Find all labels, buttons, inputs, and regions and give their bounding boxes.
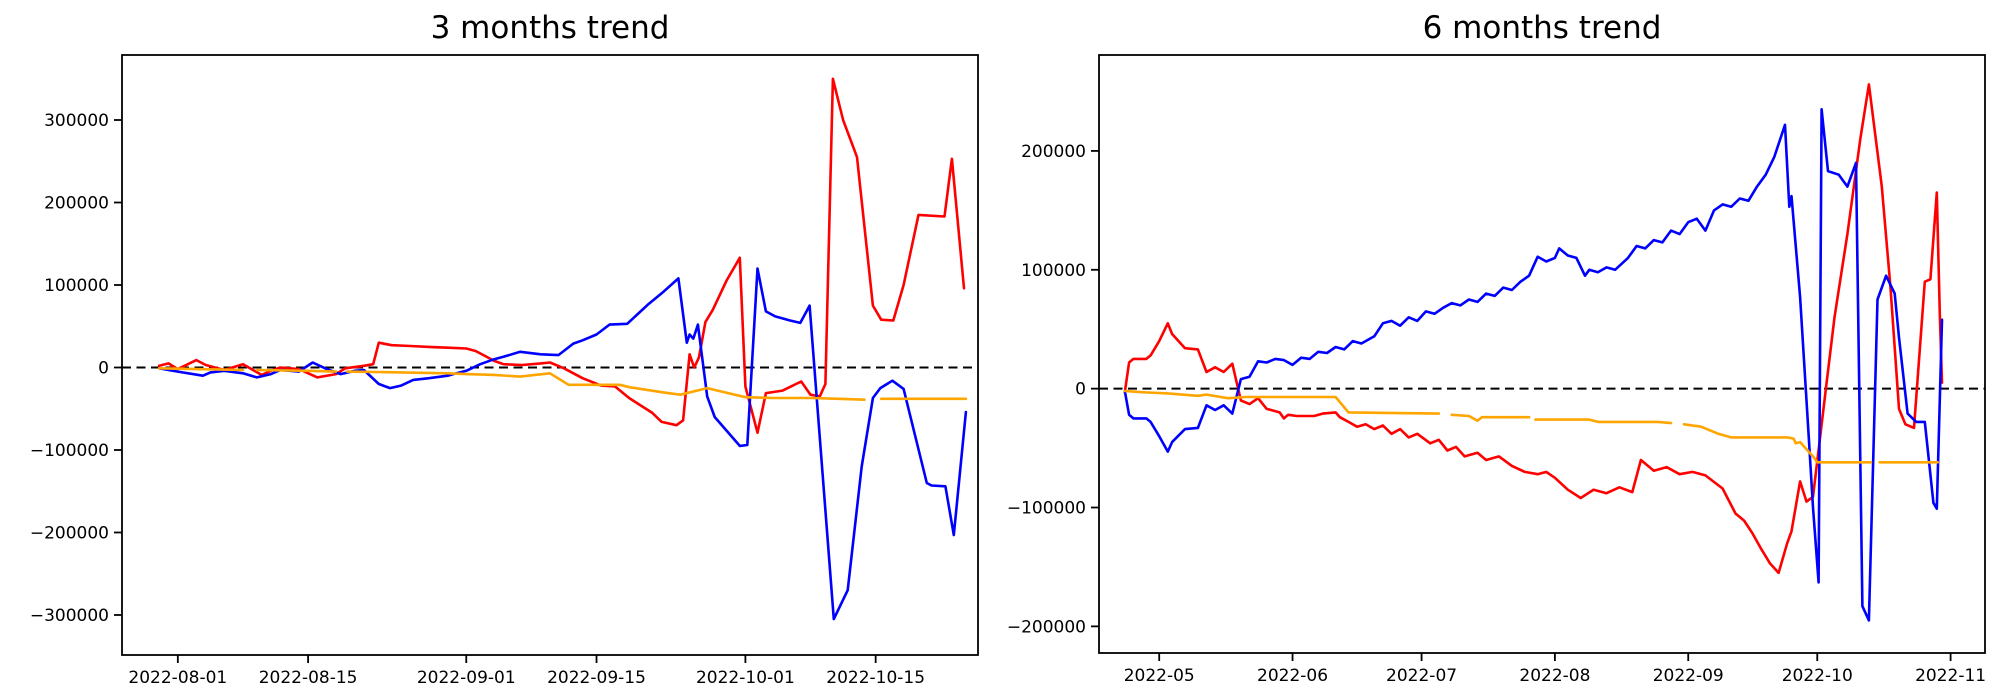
chart-6-months: 2022-05 2022-06 2022-07 2022-08 2022-09 2022-…	[1007, 10, 1986, 686]
y-tick-label: 100000	[1021, 261, 1086, 281]
y-tick-label: −300000	[30, 606, 109, 626]
x-tick-label: 2022-08	[1519, 666, 1590, 686]
y-tick-label: 200000	[44, 194, 109, 214]
plot-border	[1098, 54, 1986, 654]
x-tick-label: 2022-10-15	[826, 668, 925, 688]
x-tick-label: 2022-05	[1124, 666, 1195, 686]
series-line-blue-series	[1123, 108, 1944, 622]
series-line-orange-series	[1123, 389, 1441, 415]
series-line-orange-series	[1682, 422, 1873, 464]
x-tick-label: 2022-06	[1257, 666, 1328, 686]
x-tick-label: 2022-08-01	[128, 668, 227, 688]
chart-3-months: 2022-08-01 2022-08-15 2022-09-01 2022-09-15…	[30, 10, 979, 688]
y-tick-label: −200000	[1007, 617, 1086, 637]
y-tick-label: −100000	[30, 441, 109, 461]
x-tick-label: 2022-10	[1782, 666, 1853, 686]
x-tick-label: 2022-09	[1653, 666, 1724, 686]
series-line-orange-series	[345, 370, 866, 402]
series-line-orange-series	[255, 368, 338, 373]
y-tick-label: 0	[98, 358, 109, 378]
y-tick-label: 100000	[44, 276, 109, 296]
y-tick-label: −100000	[1007, 499, 1086, 519]
x-tick-label: 2022-07	[1386, 666, 1457, 686]
y-tick-label: 200000	[1021, 142, 1086, 162]
x-tick-label: 2022-09-15	[547, 668, 646, 688]
x-tick-label: 2022-08-15	[259, 668, 358, 688]
y-tick-label: 0	[1075, 380, 1086, 400]
x-tick-label: 2022-11	[1915, 666, 1986, 686]
series-line-orange-series	[1534, 418, 1673, 425]
chart-title: 3 months trend	[431, 10, 670, 46]
series-line-blue-series	[157, 267, 968, 621]
plot-border	[121, 54, 979, 656]
chart-title: 6 months trend	[1423, 10, 1662, 46]
series-line-orange-series	[1450, 413, 1531, 423]
x-tick-label: 2022-09-01	[417, 668, 516, 688]
y-tick-label: 300000	[44, 111, 109, 131]
x-tick-label: 2022-10-01	[696, 668, 795, 688]
series-line-orange-series	[157, 366, 245, 372]
y-tick-label: −200000	[30, 523, 109, 543]
